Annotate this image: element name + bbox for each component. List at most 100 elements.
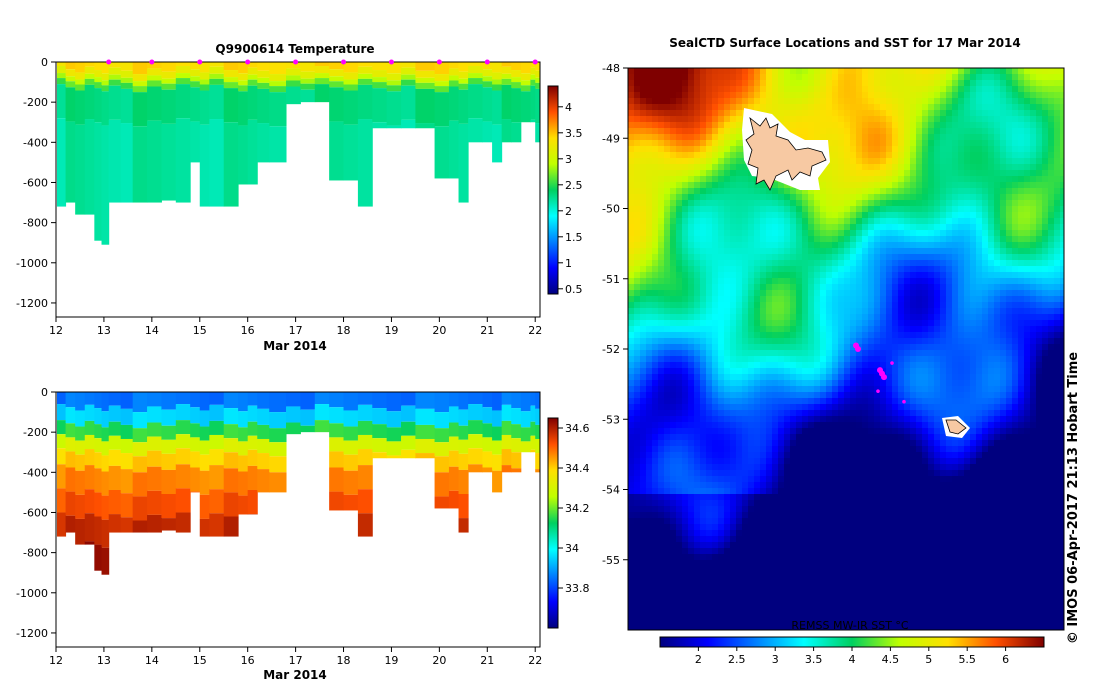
section-cell [372,122,388,129]
sst-cell [694,248,701,255]
sst-cell [910,260,917,267]
sst-cell [1036,152,1043,159]
sst-cell [688,110,695,117]
sst-cell [862,128,869,135]
sst-cell [838,374,845,381]
sst-cell [970,194,977,201]
sst-cell [808,278,815,285]
sst-cell [640,338,647,345]
sst-cell [976,212,983,219]
sst-cell [826,344,833,351]
sst-cell [976,242,983,249]
sst-cell [850,152,857,159]
sst-cell [802,236,809,243]
section-cell [75,518,86,545]
sst-cell [1000,374,1007,381]
section-cell [530,405,536,422]
section-cell [132,520,148,533]
sst-cell [874,248,881,255]
sst-cell [1048,194,1055,201]
sst-cell [994,242,1001,249]
sst-cell [934,164,941,171]
sst-cell [700,164,707,171]
sst-cell [904,86,911,93]
sst-cell [1006,206,1013,213]
sst-cell [712,248,719,255]
sst-cell [820,68,827,75]
sst-cell [910,140,917,147]
section-cell [257,424,270,439]
sst-cell [808,392,815,399]
sst-cell [664,140,671,147]
sst-cell [994,212,1001,219]
sst-cell [934,392,941,399]
sst-cell [1042,410,1049,417]
sst-cell [994,86,1001,93]
sst-cell [778,374,785,381]
sst-cell [1048,134,1055,141]
sst-cell [1060,266,1064,273]
sst-cell [772,320,779,327]
sst-cell [1024,302,1031,309]
sst-cell [754,218,761,225]
sst-cell [742,236,749,243]
sst-cell [904,410,911,417]
sst-cell [946,380,953,387]
sst-cell [844,122,851,129]
sst-cell [838,278,845,285]
sst-cell [676,242,683,249]
sst-cell [712,320,719,327]
section-cell [65,392,76,408]
sst-cell [706,314,713,321]
sst-cell [736,362,743,369]
sst-cell [736,128,743,135]
sst-cell [718,332,725,339]
sst-cell [706,128,713,135]
sst-cell [934,362,941,369]
sst-cell [652,140,659,147]
section-cell [161,453,177,470]
sst-cell [982,284,989,291]
sst-cell [940,206,947,213]
sst-cell [976,128,983,135]
sst-cell [766,380,773,387]
sst-cell [754,404,761,411]
sst-cell [1054,302,1061,309]
sst-cell [868,212,875,219]
sst-cell [898,344,905,351]
section-cell [343,392,359,411]
sst-cell [1048,182,1055,189]
sst-cell [640,344,647,351]
sst-cell [742,98,749,105]
sst-cell [670,314,677,321]
sst-cell [928,350,935,357]
section-cell [343,79,359,85]
sst-cell [730,92,737,99]
sst-cell [856,164,863,171]
sst-cell [916,104,923,111]
sst-cell [1048,230,1055,237]
section-cell [448,86,460,121]
sst-cell [634,152,641,159]
sst-cell [712,290,719,297]
sst-cell [646,326,653,333]
sst-cell [958,392,965,399]
sst-cell [1036,338,1043,345]
section-cell [65,69,76,77]
sst-cell [640,254,647,261]
section-cell [357,489,373,514]
sst-cell [742,368,749,375]
sst-cell [856,140,863,147]
sst-cell [1012,386,1019,393]
sst-cell [1030,122,1037,129]
section-cell [357,465,373,490]
sst-cell [916,224,923,231]
sst-cell [658,398,665,405]
sst-cell [1048,356,1055,363]
sst-cell [760,254,767,261]
sst-cell [844,356,851,363]
sst-cell [964,290,971,297]
sst-cell [1012,140,1019,147]
section-cell [492,62,503,73]
sst-cell [916,386,923,393]
